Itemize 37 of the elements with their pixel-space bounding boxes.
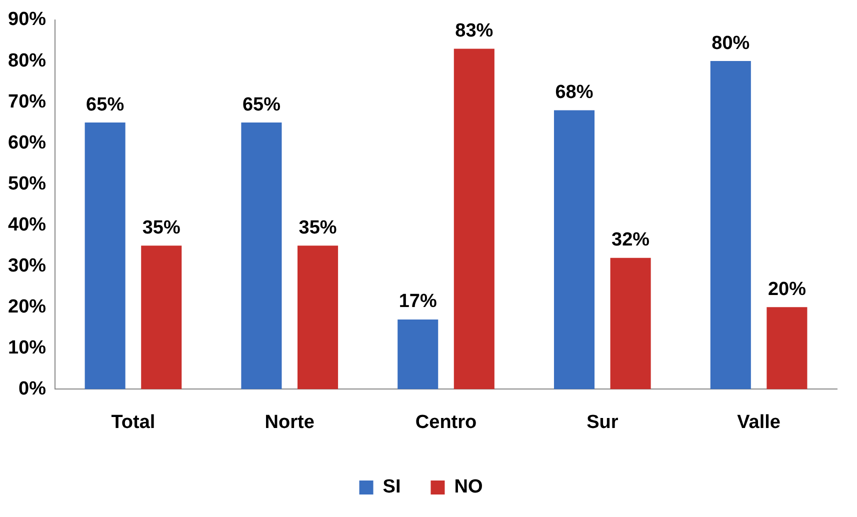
x-tick-label: Total — [111, 412, 156, 433]
y-tick-label: 50% — [8, 173, 46, 194]
bar — [610, 258, 651, 390]
y-tick-label: 60% — [8, 132, 46, 154]
y-tick-label: 10% — [8, 337, 46, 358]
bar — [241, 122, 282, 390]
y-tick-label: 20% — [8, 296, 46, 318]
bar — [298, 246, 338, 390]
y-tick-label: 90% — [8, 9, 46, 30]
bar — [554, 110, 595, 390]
x-tick-label: Norte — [264, 412, 314, 433]
data-label: 17% — [398, 291, 437, 312]
data-label: 20% — [768, 278, 806, 300]
data-label: 32% — [612, 230, 650, 251]
legend-label: SI — [382, 476, 401, 498]
bar — [454, 48, 494, 390]
x-tick-label: Valle — [737, 412, 780, 433]
y-tick-label: 70% — [8, 91, 46, 112]
bar — [398, 319, 438, 390]
y-tick-label: 30% — [8, 255, 46, 276]
data-label: 80% — [712, 32, 750, 54]
data-label: 83% — [455, 20, 494, 42]
data-label: 65% — [242, 94, 281, 116]
legend-label: NO — [454, 476, 483, 498]
x-tick-label: Centro — [415, 412, 477, 433]
data-label: 35% — [298, 217, 337, 238]
bar — [710, 61, 751, 390]
data-label: 68% — [555, 82, 594, 103]
bar — [84, 122, 126, 390]
bar — [141, 246, 182, 390]
y-tick-label: 0% — [18, 378, 46, 400]
x-tick-label: Sur — [586, 412, 619, 433]
y-tick-label: 40% — [8, 214, 46, 236]
y-tick-label: 80% — [8, 50, 46, 72]
bar — [766, 307, 808, 390]
data-label: 65% — [86, 94, 124, 116]
data-label: 35% — [142, 217, 180, 238]
